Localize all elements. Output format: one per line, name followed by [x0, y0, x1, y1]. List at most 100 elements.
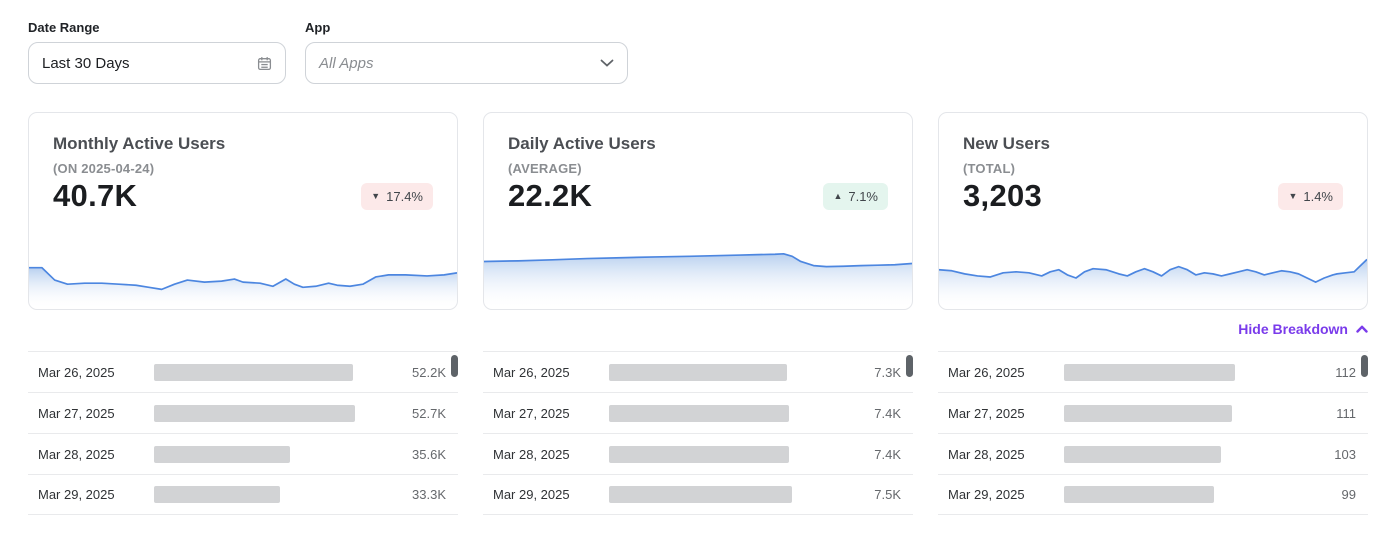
- table-row[interactable]: Mar 29, 2025 7.5K: [483, 474, 913, 515]
- row-value: 99: [1341, 487, 1356, 502]
- calendar-icon: [257, 56, 272, 71]
- triangle-icon: ▼: [371, 190, 381, 201]
- row-bar: [1064, 445, 1221, 463]
- delta-value: 7.1%: [848, 188, 878, 204]
- row-value: 7.3K: [874, 364, 901, 380]
- row-bar: [154, 363, 353, 381]
- row-bar: [154, 486, 281, 503]
- row-bar: [154, 445, 290, 463]
- hide-breakdown-label: Hide Breakdown: [1238, 321, 1348, 337]
- card-value-row: 22.2K ▲ 7.1%: [508, 178, 888, 214]
- card-value-row: 40.7K ▼ 17.4%: [53, 178, 433, 214]
- app-select-placeholder: All Apps: [319, 54, 374, 72]
- row-bar-track: [154, 404, 388, 422]
- breakdown-table: Mar 26, 2025 112 Mar 27, 2025 111 Mar 28…: [938, 351, 1368, 515]
- date-range-label: Date Range: [28, 20, 100, 35]
- row-date: Mar 28, 2025: [493, 446, 570, 462]
- table-rows: Mar 26, 2025 52.2K Mar 27, 2025 52.7K Ma…: [28, 351, 458, 515]
- row-bar-track: [1064, 363, 1298, 381]
- card-subtitle: (TOTAL): [963, 161, 1016, 176]
- row-value: 103: [1334, 446, 1356, 462]
- date-range-value: Last 30 Days: [42, 54, 130, 72]
- table-row[interactable]: Mar 26, 2025 52.2K: [28, 351, 458, 392]
- table-row[interactable]: Mar 26, 2025 7.3K: [483, 351, 913, 392]
- metric-card: New Users (TOTAL) 3,203 ▼ 1.4%: [938, 112, 1368, 310]
- row-bar-track: [609, 404, 843, 422]
- metric-value: 40.7K: [53, 178, 138, 213]
- sparkline-chart: [29, 247, 457, 309]
- row-date: Mar 26, 2025: [38, 364, 115, 380]
- scrollbar-thumb[interactable]: [1361, 355, 1368, 377]
- table-row[interactable]: Mar 26, 2025 112: [938, 351, 1368, 392]
- row-date: Mar 29, 2025: [38, 487, 115, 502]
- card-subtitle: (AVERAGE): [508, 161, 582, 176]
- metric-cards-row: Monthly Active Users (ON 2025-04-24) 40.…: [28, 112, 1368, 310]
- row-bar: [1064, 363, 1235, 381]
- row-date: Mar 27, 2025: [493, 405, 570, 421]
- row-bar: [154, 404, 356, 422]
- table-row[interactable]: Mar 28, 2025 7.4K: [483, 433, 913, 474]
- row-value: 7.4K: [874, 405, 901, 421]
- scrollbar-thumb[interactable]: [451, 355, 458, 377]
- table-row[interactable]: Mar 28, 2025 35.6K: [28, 433, 458, 474]
- table-row[interactable]: Mar 27, 2025 111: [938, 392, 1368, 433]
- row-date: Mar 27, 2025: [38, 405, 115, 421]
- metric-value: 3,203: [963, 178, 1043, 213]
- row-date: Mar 28, 2025: [38, 446, 115, 462]
- row-value: 33.3K: [412, 487, 446, 502]
- table-row[interactable]: Mar 29, 2025 33.3K: [28, 474, 458, 515]
- row-bar-track: [609, 486, 843, 503]
- date-range-input[interactable]: Last 30 Days: [28, 42, 286, 84]
- chevron-up-icon: [1356, 325, 1368, 333]
- row-value: 112: [1335, 364, 1356, 380]
- row-bar: [1064, 486, 1214, 503]
- row-bar-track: [1064, 486, 1298, 503]
- metric-card: Monthly Active Users (ON 2025-04-24) 40.…: [28, 112, 458, 310]
- row-bar: [609, 486, 792, 503]
- breakdown-table: Mar 26, 2025 52.2K Mar 27, 2025 52.7K Ma…: [28, 351, 458, 515]
- delta-value: 1.4%: [1303, 188, 1333, 204]
- delta-badge: ▼ 17.4%: [361, 182, 433, 210]
- row-value: 52.7K: [412, 405, 446, 421]
- breakdown-toggle-bar: Hide Breakdown: [28, 319, 1368, 339]
- row-bar: [1064, 404, 1233, 422]
- card-title: Monthly Active Users: [53, 134, 226, 153]
- app-filter-label: App: [305, 20, 331, 35]
- table-row[interactable]: Mar 29, 2025 99: [938, 474, 1368, 515]
- table-row[interactable]: Mar 27, 2025 7.4K: [483, 392, 913, 433]
- metric-value: 22.2K: [508, 178, 593, 213]
- row-value: 35.6K: [412, 446, 446, 462]
- metric-card: Daily Active Users (AVERAGE) 22.2K ▲ 7.1…: [483, 112, 913, 310]
- triangle-icon: ▼: [1288, 190, 1298, 201]
- row-bar: [609, 404, 790, 422]
- triangle-icon: ▲: [833, 190, 843, 201]
- row-bar-track: [609, 445, 843, 463]
- row-bar-track: [609, 363, 843, 381]
- row-bar-track: [154, 363, 388, 381]
- card-subtitle: (ON 2025-04-24): [53, 161, 155, 176]
- row-date: Mar 29, 2025: [493, 487, 570, 502]
- chevron-down-icon: [600, 59, 614, 67]
- row-date: Mar 26, 2025: [493, 364, 570, 380]
- table-row[interactable]: Mar 28, 2025 103: [938, 433, 1368, 474]
- filters-bar: Date Range Last 30 Days App A: [28, 20, 1368, 84]
- row-value: 52.2K: [412, 364, 446, 380]
- delta-value: 17.4%: [386, 188, 423, 204]
- table-row[interactable]: Mar 27, 2025 52.7K: [28, 392, 458, 433]
- hide-breakdown-link[interactable]: Hide Breakdown: [1238, 319, 1368, 339]
- row-bar: [609, 445, 790, 463]
- app-filter: App All Apps: [305, 20, 628, 84]
- row-bar: [609, 363, 787, 381]
- sparkline-chart: [484, 247, 912, 309]
- row-date: Mar 29, 2025: [948, 487, 1025, 502]
- app-select[interactable]: All Apps: [305, 42, 628, 84]
- sparkline-chart: [939, 247, 1367, 309]
- breakdown-table: Mar 26, 2025 7.3K Mar 27, 2025 7.4K Mar …: [483, 351, 913, 515]
- scrollbar-thumb[interactable]: [906, 355, 913, 377]
- card-title: New Users: [963, 134, 1050, 153]
- table-rows: Mar 26, 2025 7.3K Mar 27, 2025 7.4K Mar …: [483, 351, 913, 515]
- breakdown-tables-row: Mar 26, 2025 52.2K Mar 27, 2025 52.7K Ma…: [28, 351, 1368, 515]
- row-bar-track: [1064, 404, 1298, 422]
- delta-badge: ▲ 7.1%: [823, 182, 888, 210]
- row-value: 111: [1336, 405, 1356, 421]
